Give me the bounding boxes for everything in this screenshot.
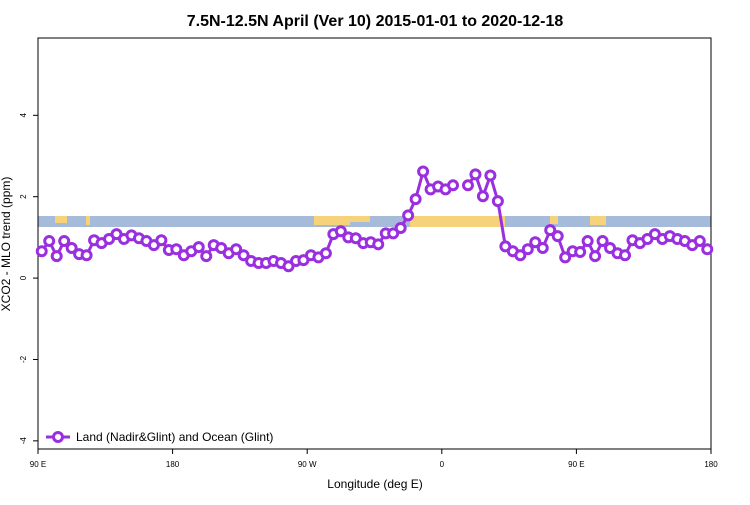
y-tick-label: 0	[19, 275, 28, 280]
data-point	[65, 241, 78, 254]
map-strip	[38, 216, 711, 227]
data-point	[282, 260, 295, 273]
data-point	[514, 249, 527, 262]
data-point	[536, 241, 549, 254]
data-point	[476, 190, 489, 203]
data-point	[484, 169, 497, 182]
x-tick-label: 90 W	[298, 460, 317, 469]
data-point	[200, 250, 213, 263]
data-point	[387, 227, 400, 240]
data-point	[409, 193, 422, 206]
data-point	[58, 235, 71, 248]
data-point	[521, 243, 534, 256]
data-point	[80, 249, 93, 262]
plot-border	[37, 37, 712, 450]
data-point	[394, 222, 407, 235]
legend: Land (Nadir&Glint) and Ocean (Glint)	[46, 430, 273, 444]
data-point	[50, 250, 63, 263]
x-axis-label: Longitude (deg E)	[327, 477, 422, 491]
data-point	[551, 230, 564, 243]
data-point	[581, 235, 594, 248]
y-axis-label: XCO2 - MLO trend (ppm)	[0, 177, 13, 312]
data-point	[596, 235, 609, 248]
data-point	[155, 234, 168, 247]
data-point	[701, 243, 714, 256]
data-point	[574, 246, 587, 259]
data-point	[544, 224, 557, 237]
data-point	[319, 247, 332, 260]
x-tick-label: 180	[166, 460, 180, 469]
data-point	[469, 168, 482, 181]
y-tick-label: -2	[19, 355, 28, 363]
data-point	[559, 251, 572, 264]
data-point	[215, 241, 228, 254]
y-tick-label: 4	[19, 113, 28, 118]
data-point	[619, 249, 632, 262]
data-point	[372, 238, 385, 251]
data-point	[604, 241, 617, 254]
data-point	[43, 235, 56, 248]
data-point	[334, 225, 347, 238]
data-point	[417, 165, 430, 178]
chart-title: 7.5N-12.5N April (Ver 10) 2015-01-01 to …	[187, 13, 564, 30]
data-point	[230, 243, 243, 256]
data-point	[461, 179, 474, 192]
x-tick-label: 90 E	[30, 460, 46, 469]
data-point	[402, 209, 415, 222]
data-point	[192, 241, 205, 254]
legend-marker	[52, 431, 64, 443]
data-point	[447, 179, 460, 192]
x-tick-label: 0	[440, 460, 445, 469]
x-tick-label: 90 E	[568, 460, 584, 469]
data-point	[529, 236, 542, 249]
legend-label: Land (Nadir&Glint) and Ocean (Glint)	[76, 430, 273, 444]
x-tick-label: 180	[704, 460, 718, 469]
y-tick-label: 2	[19, 194, 28, 199]
data-point	[589, 250, 602, 263]
data-point	[693, 235, 706, 248]
data-point	[237, 249, 250, 262]
data-point	[491, 195, 504, 208]
data-point	[35, 245, 48, 258]
data-point	[170, 243, 183, 256]
y-tick-label: -4	[19, 437, 28, 445]
